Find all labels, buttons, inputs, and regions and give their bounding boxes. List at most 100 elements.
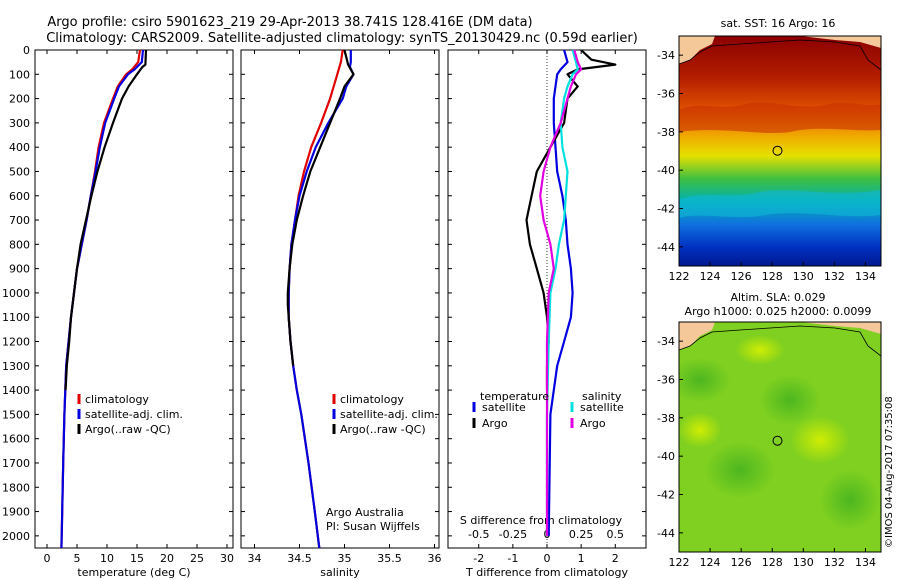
series-line-0 <box>287 49 344 549</box>
x-tick-label: 35.5 <box>377 552 402 565</box>
sst-map-title: sat. SST: 16 Argo: 16 <box>721 17 836 30</box>
salinity-panel: 34 34.5 35 35.5 36 salinity climatology satelli… <box>240 49 442 579</box>
map-x-tick-label: 134 <box>855 556 876 569</box>
y-tick-label: 1100 <box>2 311 30 324</box>
top-tick-label: 0.25 <box>569 528 594 541</box>
map-y-tick-label: -38 <box>657 412 675 425</box>
top-axis-label: S difference from climatology <box>460 514 623 527</box>
sst-field <box>679 36 881 266</box>
x-tick-label: 0 <box>544 552 551 565</box>
map-y-tick-label: -44 <box>657 527 675 540</box>
series-line-2 <box>545 49 579 536</box>
y-tick-label: 700 <box>9 214 30 227</box>
sst-argo-marker <box>772 145 783 156</box>
sst-map <box>679 36 881 266</box>
y-tick-label: 1600 <box>2 433 30 446</box>
map-y-tick-label: -34 <box>657 49 675 62</box>
sst-coastline <box>679 39 881 71</box>
y-tick-label: 900 <box>9 263 30 276</box>
series-line-0 <box>547 49 574 536</box>
map-y-tick-label: -36 <box>657 88 675 101</box>
x-tick-label: -1 <box>507 552 518 565</box>
y-tick-label: 500 <box>9 165 30 178</box>
top-tick-label: 0.5 <box>607 528 625 541</box>
legend-label: satellite <box>482 401 526 414</box>
map-x-tick-label: 132 <box>824 270 845 283</box>
plot-frame <box>34 49 234 549</box>
y-tick-label: 1500 <box>2 408 30 421</box>
x-tick-label: 5 <box>74 552 81 565</box>
sla-argo-marker <box>772 435 783 446</box>
map-x-tick-label: 134 <box>855 270 876 283</box>
top-tick-label: -0.5 <box>468 528 489 541</box>
map-y-tick-label: -40 <box>657 164 675 177</box>
x-tick-label: 34.5 <box>287 552 312 565</box>
sla-blob <box>705 442 775 498</box>
sst-warm-patch <box>679 102 881 133</box>
sla-coastline <box>679 325 881 357</box>
sst-cool-patch <box>679 190 881 218</box>
y-tick-label: 1700 <box>2 457 30 470</box>
y-tick-label: 1300 <box>2 360 30 373</box>
sla-map-ticks: 122 124 126 128 130 132 134 -34 -36 -38 -40 -42 -44 <box>657 335 876 569</box>
sla-blob <box>820 470 880 530</box>
y-tick-label: 200 <box>9 93 30 106</box>
sla-land <box>679 322 881 350</box>
map-x-tick-label: 132 <box>824 556 845 569</box>
y-tick-label: 600 <box>9 190 30 203</box>
y-tick-label: 1000 <box>2 287 30 300</box>
x-tick-label: 2 <box>612 552 619 565</box>
map-x-tick-label: 124 <box>700 556 721 569</box>
map-x-tick-label: 128 <box>762 270 783 283</box>
x-axis-label: salinity <box>320 566 360 579</box>
map-x-tick-label: 130 <box>793 270 814 283</box>
map-x-tick-label: 126 <box>731 556 752 569</box>
x-axis-label: T difference from climatology <box>465 566 628 579</box>
x-axis-label: temperature (deg C) <box>77 566 190 579</box>
x-tick-label: 15 <box>130 552 144 565</box>
map-x-tick-label: 126 <box>731 270 752 283</box>
y-tick-label: 1200 <box>2 336 30 349</box>
sla-blob <box>760 375 820 425</box>
top-tick-label: -0.25 <box>499 528 527 541</box>
header-title-line2: Climatology: CARS2009. Satellite-adjuste… <box>46 31 638 46</box>
legend-label: satellite <box>580 401 624 414</box>
map-x-tick-label: 122 <box>669 556 690 569</box>
sla-highlight <box>790 416 850 464</box>
legend-label: satellite-adj. clim. <box>85 408 183 421</box>
map-y-tick-label: -42 <box>657 489 675 502</box>
map-x-tick-label: 130 <box>793 556 814 569</box>
legend-title-salinity: salinity <box>582 390 622 403</box>
map-y-tick-label: -36 <box>657 374 675 387</box>
map-y-tick-label: -38 <box>657 126 675 139</box>
x-tick-label: 1 <box>578 552 585 565</box>
sla-map <box>679 322 881 552</box>
legend-label: climatology <box>340 393 404 406</box>
x-tick-label: 36 <box>428 552 442 565</box>
y-tick-label: 0 <box>23 44 30 57</box>
x-tick-label: -2 <box>473 552 484 565</box>
x-tick-label: 20 <box>160 552 174 565</box>
x-tick-label: 35 <box>338 552 352 565</box>
series-line-2 <box>286 49 355 366</box>
legend-label: Argo(..raw -QC) <box>85 423 171 436</box>
x-tick-label: 30 <box>220 552 234 565</box>
sla-blob <box>679 358 730 402</box>
sla-map-frame <box>678 321 882 553</box>
credit-pi: PI: Susan Wijffels <box>326 520 420 533</box>
x-tick-label: 34 <box>248 552 262 565</box>
y-tick-label: 400 <box>9 141 30 154</box>
map-y-tick-label: -34 <box>657 335 675 348</box>
y-tick-label: 100 <box>9 68 30 81</box>
sla-highlight <box>679 412 722 448</box>
timestamp: ©IMOS 04-Aug-2017 07:35:08 <box>884 396 895 548</box>
y-tick-label: 300 <box>9 117 30 130</box>
sla-highlight <box>735 335 785 365</box>
legend-title-temperature: temperature <box>480 390 549 403</box>
map-y-tick-label: -40 <box>657 450 675 463</box>
legend-label: climatology <box>85 393 149 406</box>
map-y-tick-label: -42 <box>657 203 675 216</box>
series-line-1 <box>525 49 617 391</box>
difference-panel: -2 -1 0 1 2T difference from climatology -0.5… <box>447 49 647 579</box>
